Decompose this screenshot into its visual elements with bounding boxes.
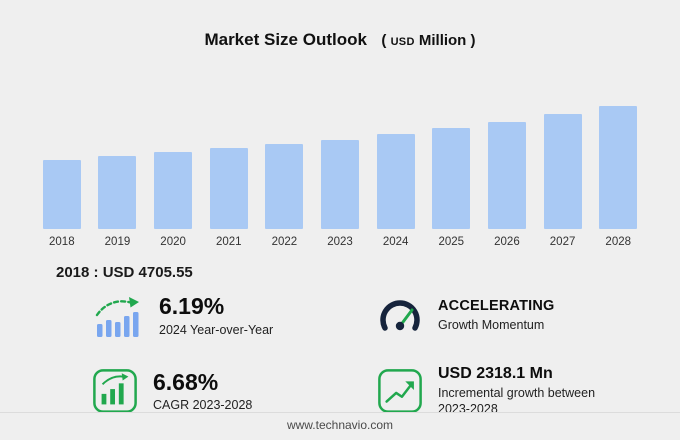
bar-column xyxy=(312,104,368,229)
bar-2022 xyxy=(265,144,304,229)
stats-grid: 6.19% 2024 Year-over-Year ACCELERATING G… xyxy=(0,281,680,418)
bar-2028 xyxy=(599,106,638,229)
x-axis-label-2018: 2018 xyxy=(49,236,75,248)
stat-value: ACCELERATING xyxy=(438,298,555,315)
footer-url: www.technavio.com xyxy=(286,418,394,432)
x-axis-label-2028: 2028 xyxy=(605,236,632,248)
stat-label: Growth Momentum xyxy=(438,318,545,333)
bar-2021 xyxy=(209,148,248,229)
bar-column xyxy=(201,104,257,229)
x-axis-label-2027: 2027 xyxy=(549,236,576,248)
chart-title-unit: ( USD Million ) xyxy=(381,32,475,49)
bar-column xyxy=(590,104,646,229)
x-axis-label-2020: 2020 xyxy=(160,236,186,248)
growth-bars-arrow-icon xyxy=(92,293,144,339)
stat-value: USD 2318.1 Mn xyxy=(438,365,553,382)
bar-2024 xyxy=(376,134,415,229)
bar-2020 xyxy=(154,152,193,229)
x-axis-label-2025: 2025 xyxy=(438,236,465,248)
bar-chart-plot-area xyxy=(34,104,646,229)
bar-2026 xyxy=(487,122,526,229)
bar-growth-icon xyxy=(92,368,138,414)
bar-column xyxy=(368,104,424,229)
bar-2019 xyxy=(98,156,137,229)
stat-year-over-year: 6.19% 2024 Year-over-Year xyxy=(92,293,377,339)
bar-2023 xyxy=(321,140,360,229)
stat-value: 6.68% xyxy=(153,368,219,395)
bar-column xyxy=(535,104,591,229)
currency-label: USD xyxy=(390,36,415,48)
bar-chart xyxy=(34,104,646,229)
bar-2027 xyxy=(543,114,582,229)
x-axis-label-2024: 2024 xyxy=(382,236,409,248)
paren-close: ) xyxy=(470,32,476,49)
bar-column xyxy=(257,104,313,229)
footer: www.technavio.com xyxy=(0,412,680,440)
x-axis-label-2022: 2022 xyxy=(271,236,298,248)
stat-value: 6.19% xyxy=(159,293,225,320)
bar-column xyxy=(34,104,90,229)
stat-growth-momentum: ACCELERATING Growth Momentum xyxy=(377,293,660,339)
chart-title-main: Market Size Outlook xyxy=(204,30,367,49)
x-axis-label-2021: 2021 xyxy=(215,236,242,248)
bar-column xyxy=(145,104,201,229)
bar-2025 xyxy=(432,128,471,229)
stat-label: 2024 Year-over-Year xyxy=(159,322,274,337)
bar-column xyxy=(423,104,479,229)
x-axis-label-2019: 2019 xyxy=(104,236,131,248)
bar-column xyxy=(479,104,535,229)
paren-open: ( xyxy=(381,32,387,49)
stat-label: CAGR 2023-2028 xyxy=(153,398,253,413)
x-axis-labels: 2018 2019 2020 2021 2022 2023 2024 2025 2026 2027… xyxy=(34,229,646,248)
x-axis-label-2026: 2026 xyxy=(494,236,520,248)
bar-2018 xyxy=(42,160,81,229)
line-growth-icon xyxy=(377,368,423,414)
stat-cagr: 6.68% CAGR 2023-2028 xyxy=(92,365,377,418)
chart-title: Market Size Outlook ( USD Million ) xyxy=(0,0,680,54)
stat-incremental-growth: USD 2318.1 Mn Incremental growth between… xyxy=(377,365,660,418)
x-axis-label-2023: 2023 xyxy=(327,236,353,248)
unit-label: Million xyxy=(418,32,467,49)
speedometer-icon xyxy=(377,295,423,337)
base-year-value: 2018 : USD 4705.55 xyxy=(56,264,193,281)
bar-column xyxy=(90,104,146,229)
